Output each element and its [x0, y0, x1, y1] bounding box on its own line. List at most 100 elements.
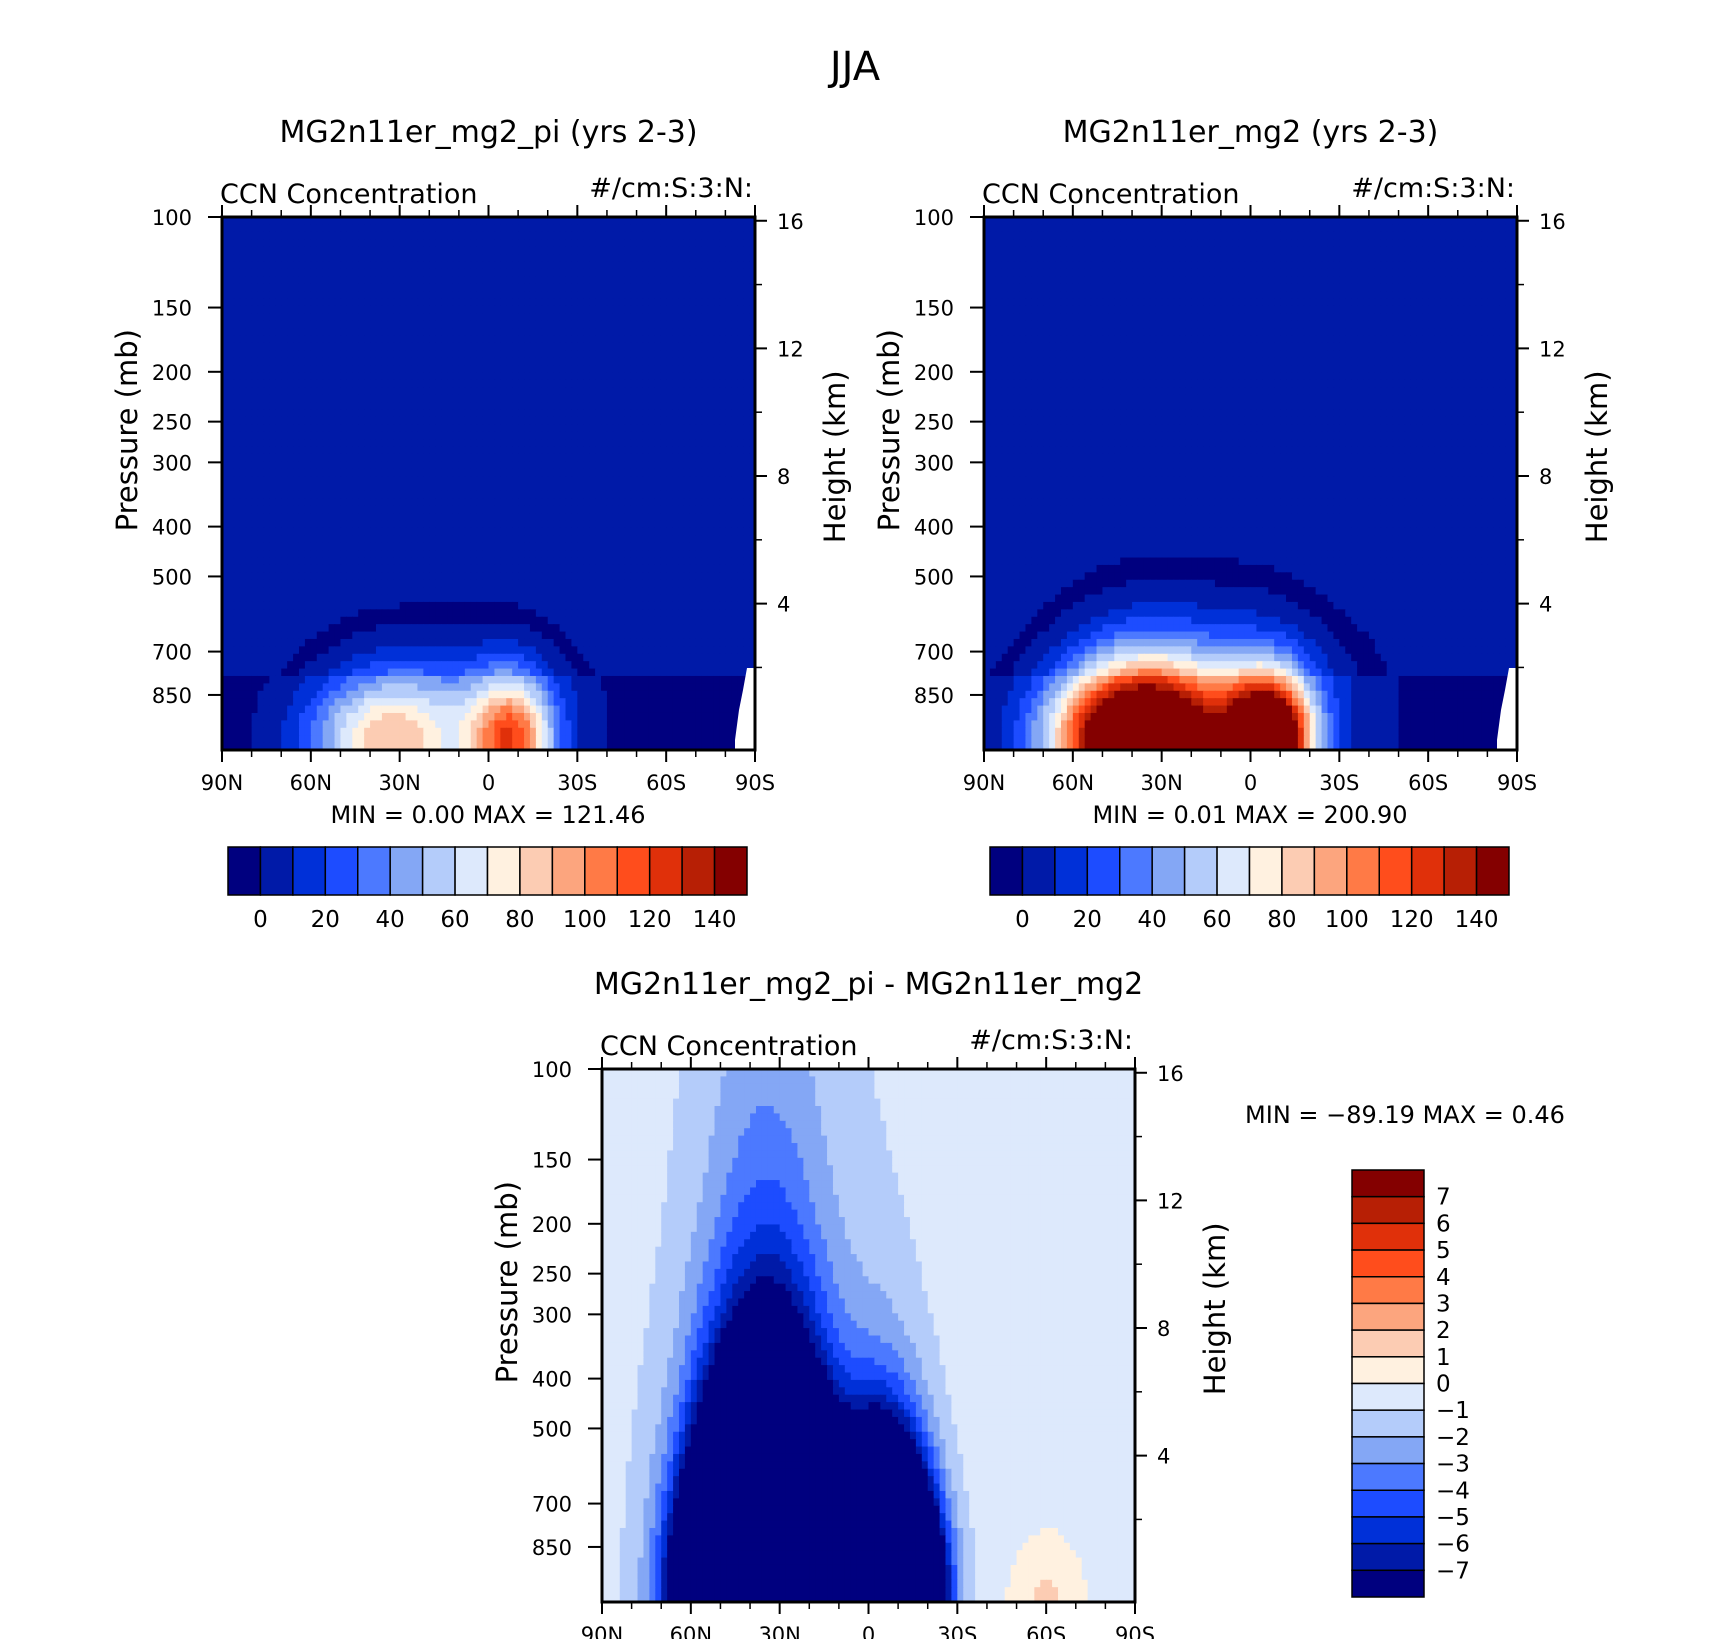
contour-cell — [529, 276, 537, 285]
contour-cell — [304, 224, 312, 233]
contour-cell — [565, 291, 573, 300]
contour-cell — [298, 254, 306, 263]
contour-cell — [678, 439, 685, 448]
contour-cell — [606, 550, 614, 559]
contour-cell — [375, 416, 383, 425]
contour-cell — [447, 313, 454, 322]
contour-cell — [737, 535, 744, 544]
contour-cell — [470, 446, 478, 455]
contour-cell — [358, 431, 365, 440]
contour-cell — [541, 261, 549, 270]
contour-cell — [589, 572, 596, 581]
contour-cell — [648, 328, 655, 337]
contour-cell — [749, 298, 755, 307]
contour-cell — [636, 498, 644, 507]
contour-cell — [624, 483, 632, 492]
contour-cell — [606, 468, 614, 477]
contour-cell — [601, 387, 608, 396]
contour-cell — [595, 268, 602, 277]
contour-cell — [245, 468, 253, 477]
contour-cell — [500, 535, 507, 544]
contour-cell — [346, 305, 353, 314]
contour-cell — [660, 439, 667, 448]
contour-cell — [725, 490, 732, 499]
contour-cell — [370, 372, 377, 381]
contour-cell — [571, 498, 578, 507]
contour-cell — [257, 224, 265, 233]
contour-cell — [287, 291, 294, 300]
contour-cell — [227, 609, 235, 618]
contour-cell — [725, 498, 732, 507]
contour-cell — [364, 416, 371, 425]
contour-cell — [458, 476, 466, 485]
contour-cell — [222, 461, 229, 470]
contour-cell — [648, 217, 655, 225]
contour-cell — [239, 342, 247, 351]
contour-cell — [713, 587, 721, 596]
contour-cell — [441, 402, 448, 411]
contour-cell — [672, 357, 679, 366]
contour-cell — [352, 587, 359, 596]
contour-cell — [316, 357, 324, 366]
contour-cell — [227, 527, 235, 536]
contour-cell — [707, 402, 715, 411]
contour-cell — [713, 468, 721, 477]
contour-cell — [411, 609, 419, 618]
contour-cell — [269, 283, 276, 292]
contour-cell — [441, 283, 448, 292]
contour-cell — [346, 342, 353, 351]
contour-cell — [678, 231, 685, 240]
contour-cell — [381, 542, 389, 551]
contour-cell — [245, 298, 253, 307]
contour-cell — [328, 224, 336, 233]
contour-cell — [535, 609, 543, 618]
contour-cell — [666, 291, 673, 300]
contour-cell — [411, 587, 419, 596]
contour-cell — [304, 291, 312, 300]
contour-cell — [227, 261, 235, 270]
contour-cell — [636, 572, 644, 581]
contour-cell — [713, 313, 721, 322]
contour-cell — [334, 231, 342, 240]
contour-cell — [583, 394, 590, 403]
contour-cell — [654, 542, 661, 551]
contour-cell — [393, 350, 401, 359]
contour-cell — [222, 535, 229, 544]
contour-cell — [642, 291, 649, 300]
contour-cell — [298, 564, 306, 573]
contour-cell — [447, 476, 454, 485]
contour-cell — [612, 468, 620, 477]
contour-cell — [263, 231, 270, 240]
contour-cell — [322, 587, 330, 596]
contour-cell — [612, 446, 620, 455]
contour-cell — [500, 594, 507, 603]
contour-cell — [707, 394, 715, 403]
contour-cell — [263, 402, 270, 411]
contour-cell — [352, 291, 359, 300]
contour-cell — [239, 476, 247, 485]
contour-cell — [447, 328, 454, 337]
contour-cell — [293, 342, 300, 351]
contour-cell — [393, 402, 401, 411]
contour-cell — [612, 224, 620, 233]
contour-cell — [601, 328, 608, 337]
contour-cell — [689, 231, 697, 240]
contour-cell — [387, 461, 395, 470]
contour-cell — [731, 328, 738, 337]
contour-cell — [245, 224, 253, 233]
contour-cell — [227, 342, 235, 351]
contour-cell — [447, 483, 454, 492]
contour-cell — [452, 594, 460, 603]
contour-cell — [618, 357, 626, 366]
contour-cell — [547, 379, 555, 388]
contour-cell — [701, 461, 709, 470]
contour-cell — [648, 476, 655, 485]
contour-cell — [452, 239, 460, 248]
contour-cell — [559, 461, 567, 470]
contour-cell — [612, 520, 620, 529]
contour-cell — [500, 394, 507, 403]
contour-cell — [518, 365, 525, 374]
contour-cell — [565, 379, 573, 388]
contour-cell — [293, 446, 300, 455]
